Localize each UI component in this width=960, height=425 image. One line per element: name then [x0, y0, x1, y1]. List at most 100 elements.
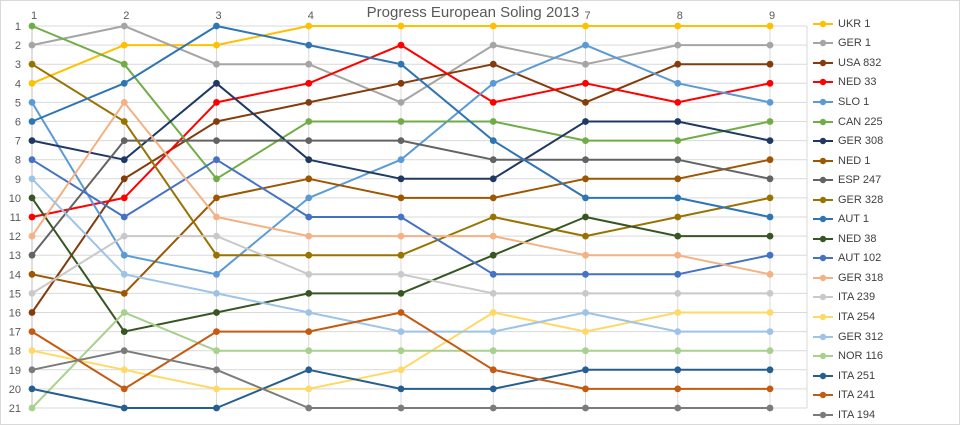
series-marker-ned-1	[120, 290, 128, 297]
series-marker-ger-312	[766, 328, 774, 335]
legend-line-marker-icon	[813, 294, 833, 301]
x-axis-tick-label: 1	[31, 10, 37, 22]
series-marker-ita-194	[766, 404, 774, 412]
series-marker-aut-1	[213, 22, 220, 30]
series-marker-ned-1	[582, 175, 589, 183]
series-marker-usa-832	[766, 60, 774, 68]
series-marker-ger-328	[674, 213, 682, 221]
legend-item-label: GER 318	[838, 271, 884, 284]
legend-item-label: NED 38	[838, 232, 877, 245]
series-marker-ger-328	[120, 118, 128, 125]
series-marker-ukr-1	[582, 22, 589, 30]
legend-item-ita-254: ITA 254	[813, 307, 953, 327]
series-marker-ger-318	[120, 99, 128, 106]
legend-item-label: ESP 247	[838, 174, 882, 187]
legend-line-marker-icon	[813, 216, 833, 223]
series-marker-aut-102	[489, 270, 497, 278]
series-marker-ger-1	[120, 22, 128, 30]
chart-title: Progress European Soling 2013	[363, 3, 583, 22]
x-axis-tick-label: 7	[584, 10, 590, 22]
series-marker-ukr-1	[213, 41, 220, 49]
series-marker-ger-312	[120, 270, 128, 278]
series-marker-can-225	[397, 118, 405, 125]
series-marker-esp-247	[305, 137, 313, 145]
series-marker-aut-102	[674, 270, 682, 278]
y-axis-tick-label: 9	[15, 174, 21, 186]
series-marker-ita-254	[28, 347, 36, 355]
series-marker-ned-33	[489, 99, 497, 106]
y-axis-tick-label: 14	[9, 269, 21, 281]
series-marker-ukr-1	[489, 22, 497, 30]
series-marker-ger-328	[489, 213, 497, 221]
y-axis-tick-label: 10	[9, 193, 21, 205]
series-marker-ukr-1	[766, 22, 774, 30]
series-marker-usa-832	[582, 99, 589, 106]
legend-line-marker-icon	[813, 176, 833, 184]
series-marker-ita-241	[674, 385, 682, 393]
series-marker-aut-102	[120, 213, 128, 221]
series-marker-ita-241	[120, 385, 128, 393]
legend-line-marker-icon	[813, 235, 833, 242]
legend-item-label: GER 1	[838, 37, 872, 50]
series-marker-ned-33	[766, 79, 774, 87]
legend: UKR 1 GER 1 USA 832 NED 33 SLO 1 CAN 225 GER 3…	[813, 14, 953, 424]
series-marker-esp-247	[213, 137, 220, 145]
series-marker-ger-1	[397, 99, 405, 106]
series-marker-ita-241	[489, 366, 497, 374]
series-marker-ger-318	[489, 232, 497, 240]
series-marker-ger-308	[28, 137, 36, 145]
series-marker-ita-239	[305, 270, 313, 278]
x-axis-tick-label: 3	[215, 10, 221, 22]
legend-line-marker-icon	[813, 313, 833, 321]
series-marker-ned-1	[674, 175, 682, 183]
series-marker-ita-239	[213, 232, 220, 240]
legend-line-marker-icon	[813, 196, 833, 203]
series-marker-slo-1	[582, 41, 589, 49]
series-marker-can-225	[120, 60, 128, 68]
legend-item-label: USA 832	[838, 56, 882, 69]
series-marker-ita-241	[582, 385, 589, 393]
legend-item-ger-312: GER 312	[813, 327, 953, 347]
legend-line-marker-icon	[813, 352, 833, 360]
y-axis-tick-label: 20	[9, 384, 21, 396]
legend-item-ita-251: ITA 251	[813, 366, 953, 386]
legend-item-esp-247: ESP 247	[813, 170, 953, 190]
series-marker-ger-328	[397, 251, 405, 259]
series-marker-ger-312	[674, 328, 682, 335]
legend-item-label: GER 328	[838, 193, 884, 206]
legend-item-nor-116: NOR 116	[813, 346, 953, 366]
series-marker-ita-194	[489, 404, 497, 412]
series-marker-ger-312	[28, 175, 36, 183]
series-marker-ger-308	[489, 175, 497, 183]
y-axis-tick-label: 4	[15, 78, 21, 90]
series-marker-can-225	[489, 118, 497, 125]
legend-item-ger-318: GER 318	[813, 268, 953, 288]
series-marker-esp-247	[120, 137, 128, 145]
series-marker-ita-241	[28, 328, 36, 335]
legend-item-label: NED 33	[838, 76, 877, 89]
legend-item-label: CAN 225	[838, 115, 883, 128]
y-axis-tick-label: 6	[15, 117, 21, 129]
series-marker-ita-241	[397, 309, 405, 316]
series-marker-ned-38	[489, 251, 497, 259]
legend-item-label: NOR 116	[838, 350, 884, 363]
x-axis-tick-label: 9	[769, 10, 775, 22]
series-marker-esp-247	[674, 156, 682, 164]
series-marker-ita-194	[120, 347, 128, 355]
y-axis-tick-label: 21	[9, 403, 21, 415]
legend-line-marker-icon	[813, 20, 833, 27]
series-marker-ita-241	[305, 328, 313, 335]
series-marker-nor-116	[489, 347, 497, 355]
series-marker-ger-1	[674, 41, 682, 49]
legend-item-ned-1: NED 1	[813, 151, 953, 171]
series-marker-ger-1	[489, 41, 497, 49]
series-marker-ita-251	[582, 366, 589, 374]
series-marker-ita-239	[28, 290, 36, 297]
series-marker-ger-308	[766, 137, 774, 145]
series-marker-usa-832	[28, 309, 36, 316]
series-marker-ger-318	[28, 232, 36, 240]
series-marker-ned-33	[120, 194, 128, 202]
series-marker-nor-116	[582, 347, 589, 355]
legend-line-marker-icon	[813, 333, 833, 340]
